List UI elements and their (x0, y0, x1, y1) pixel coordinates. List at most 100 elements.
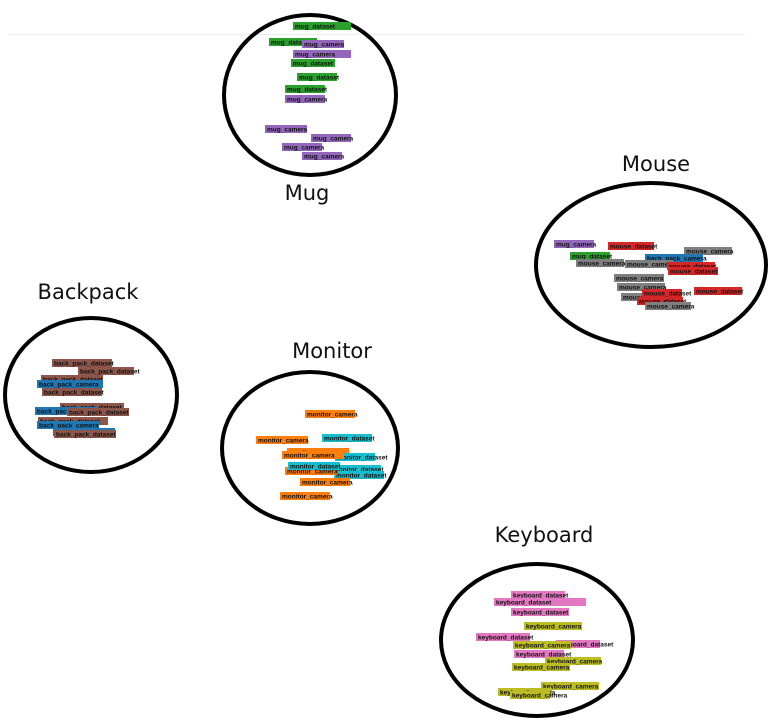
point-label-text: mug_camera (267, 126, 307, 133)
point-label-box (476, 633, 530, 641)
point-label-text: mouse_dataset (639, 298, 687, 305)
point-label-text: mouse_camera (578, 260, 626, 267)
point-label: mug_dataset (285, 85, 328, 93)
point-label-box (645, 254, 703, 262)
point-label: monitor_camera (256, 436, 309, 444)
point-label-text: mouse_camera (619, 284, 667, 291)
point-label-text: keyboard_dataset (478, 634, 534, 641)
point-label-box (576, 259, 624, 267)
point-label-box (637, 297, 683, 305)
cluster-keyboard: Keyboard keyboard_datasetkeyboard_datase… (439, 523, 635, 718)
point-label-text: back_pack_dataset (80, 368, 140, 375)
point-label-box (305, 410, 355, 418)
point-label: mouse_camera (645, 302, 695, 310)
point-label: mouse_dataset (694, 287, 744, 295)
point-label: mug_camera (302, 152, 344, 160)
cluster-title-monitor: Monitor (292, 339, 372, 363)
point-label-box (668, 267, 718, 275)
point-label-box (513, 641, 571, 649)
point-label-box (322, 434, 372, 442)
point-label-text: keyboard_dataset (558, 641, 614, 648)
cluster-mug: Mug mug_datasetmug_cameramug_cameramug_d… (222, 13, 398, 205)
point-label: monitor_camera (300, 478, 353, 486)
point-label-box (288, 462, 340, 470)
point-label-text: monitor_camera (307, 411, 358, 418)
point-label-box (684, 247, 732, 255)
point-label: mouse_dataset (642, 289, 692, 297)
point-label-text: mug_dataset (572, 253, 613, 260)
point-label: mug_camera (285, 95, 327, 103)
point-label: monitor_camera (305, 410, 358, 418)
point-label-box (37, 421, 99, 429)
point-label-text: monitor_camera (287, 468, 338, 475)
point-label-box (302, 40, 344, 48)
point-label: mug_camera (293, 50, 351, 58)
point-label-box (256, 436, 308, 444)
point-label: back_pack_dataset (54, 430, 116, 438)
point-label: back_pack_dataset (78, 367, 140, 375)
point-label-text: monitor_camera (284, 452, 335, 459)
point-label: mug_dataset (570, 252, 613, 260)
point-label-box (311, 134, 351, 142)
point-label: back_pack_camera (37, 421, 99, 429)
point-label: back_pack_dataset (42, 388, 104, 396)
point-label-text: monitor_dataset (333, 466, 384, 473)
point-label-text: mug_camera (313, 135, 353, 142)
point-label-box (54, 430, 116, 438)
point-label-text: monitor_dataset (336, 472, 387, 479)
point-label: keyboard_camera (545, 657, 603, 665)
point-label-box (642, 289, 682, 297)
point-label: monitor_camera (282, 451, 344, 459)
point-label: keyboard_dataset (494, 598, 586, 606)
cluster-title-keyboard: Keyboard (495, 523, 594, 547)
point-label: monitor_dataset (331, 465, 384, 473)
point-label: mug_dataset (297, 73, 340, 81)
point-label-text: back_pack_dataset (69, 409, 129, 416)
point-label-text: mug_camera (284, 144, 324, 151)
point-label-text: mug_dataset (293, 60, 334, 67)
point-label: mug_camera (311, 134, 353, 142)
point-label-box (35, 407, 97, 415)
cluster-backpack: Backpack back_pack_datasetback_pack_data… (3, 280, 179, 474)
point-label-box (556, 640, 600, 648)
point-label-text: keyboard_dataset (516, 651, 572, 658)
point-label-text: mouse_camera (627, 261, 675, 268)
point-label-text: mouse_camera (686, 248, 734, 255)
point-label-box (334, 471, 384, 479)
cluster-ellipse-keyboard (439, 562, 635, 718)
point-label: keyboard_dataset (511, 608, 569, 616)
point-label-text: mouse_camera (647, 303, 695, 310)
point-label: keyboard_dataset (476, 633, 534, 641)
point-label-box (67, 408, 129, 416)
point-label: mug_camera (282, 143, 324, 151)
point-label: mug_dataset (291, 59, 335, 67)
point-label: mouse_camera (625, 260, 675, 268)
point-label-text: mouse_dataset (670, 268, 718, 275)
point-label-box (570, 252, 610, 260)
point-label-text: mug_camera (287, 96, 327, 103)
point-label-text: mug_camera (304, 41, 344, 48)
point-label: mouse_dataset (667, 262, 717, 270)
point-label: mouse_dataset (637, 297, 687, 305)
point-label-text: keyboard_camera (526, 623, 582, 630)
point-label-box (297, 73, 337, 81)
point-label-box (42, 388, 102, 396)
point-label-text: keyboard_camera (512, 692, 568, 699)
point-label-text: mug_camera (304, 153, 344, 160)
point-label-box (285, 85, 325, 93)
point-label: keyboard_camera (512, 663, 570, 671)
point-label-text: keyboard_camera (547, 658, 603, 665)
point-label: mug_camera (265, 125, 307, 133)
point-label: monitor_camera (280, 492, 333, 500)
point-label: keyboard_dataset (514, 650, 572, 658)
point-label-text: keyboard_camera (543, 683, 599, 690)
point-label-box (524, 622, 582, 630)
point-label-text: mouse_dataset (644, 290, 692, 297)
point-label-text: monitor_dataset (337, 454, 388, 461)
point-label: back_pack_dataset (41, 375, 103, 383)
point-label-box (280, 492, 330, 500)
point-label: keyboard_dataset (511, 591, 569, 599)
point-label: monitor_dataset (288, 462, 341, 470)
point-label-box (285, 467, 337, 475)
point-label-text: back_pack_dataset (43, 376, 103, 383)
